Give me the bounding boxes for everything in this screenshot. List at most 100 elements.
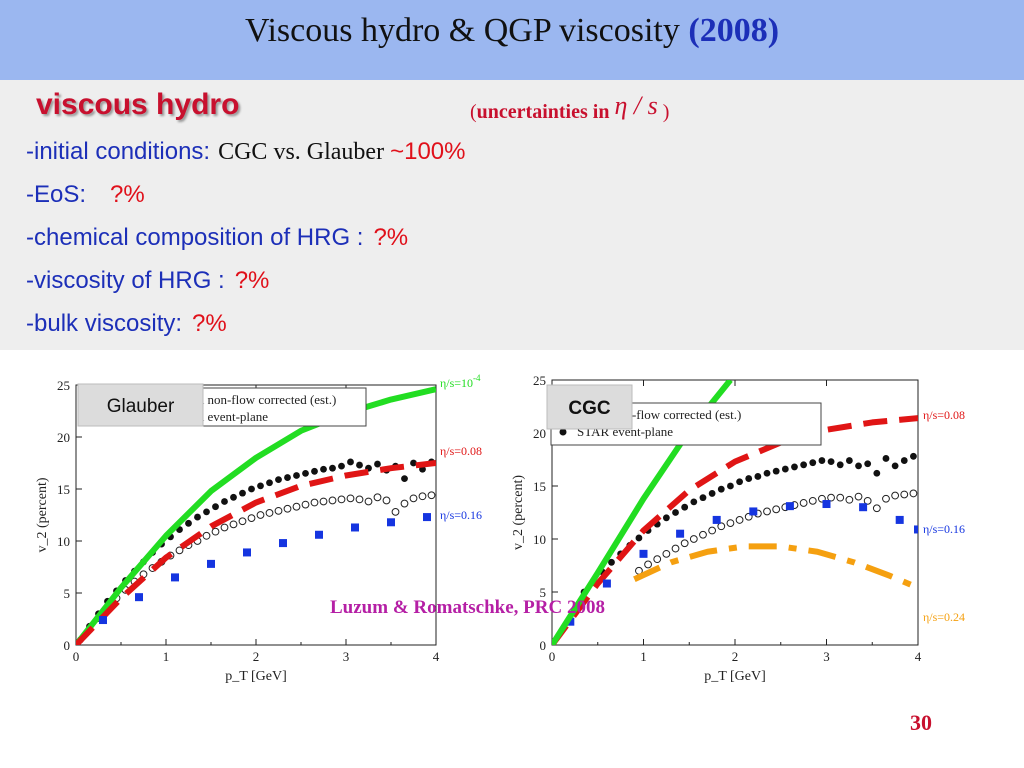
event-plane-point — [836, 461, 844, 469]
y-axis-label: v_2 (percent) — [511, 475, 526, 550]
non-flow-point — [355, 495, 364, 504]
bullet-value: ?% — [110, 181, 145, 208]
non-flow-point — [744, 512, 753, 521]
legend-filled-marker — [559, 428, 567, 436]
non-flow-point — [717, 522, 726, 531]
non-flow-point — [238, 517, 247, 526]
event-plane-point — [635, 534, 643, 542]
event-plane-point — [230, 493, 237, 501]
curve-label: η/s=0.16 — [923, 522, 965, 536]
non-flow-point — [265, 509, 274, 517]
eta-over-s-symbol: η / s — [614, 91, 658, 120]
non-flow-point — [699, 530, 707, 539]
non-flow-point — [211, 527, 220, 536]
curve-label: η/s=0.08 — [923, 408, 965, 422]
event-plane-point — [185, 519, 192, 527]
non-flow-point — [909, 489, 918, 498]
non-flow-point — [247, 514, 256, 523]
viscosity-curve-square — [99, 616, 107, 625]
bullet-label: -bulk viscosity: — [26, 310, 183, 337]
non-flow-point — [400, 499, 409, 508]
viscosity-curve-square — [279, 539, 287, 548]
viscosity-curve-square — [712, 515, 721, 524]
viscosity-curve-square — [602, 579, 611, 588]
x-tick-label: 4 — [433, 649, 440, 664]
curve-label: η/s=0.24 — [923, 610, 965, 624]
event-plane-point — [329, 464, 336, 472]
non-flow-point — [337, 495, 346, 504]
event-plane-point — [717, 485, 725, 493]
scheme-tag-box — [77, 383, 204, 427]
glauber-plot: 0 1 2 3 4 0 5 10 15 20 25 p_T [GeV] v_2 (percent) η/s… — [35, 373, 482, 684]
x-tick-label: 2 — [732, 649, 739, 664]
event-plane-point — [401, 475, 408, 482]
non-flow-point — [644, 560, 652, 569]
non-flow-point — [175, 546, 184, 555]
viscosity-curve-square — [895, 515, 904, 524]
y-tick-label: 25 — [57, 378, 70, 393]
y-tick-label: 15 — [57, 482, 70, 497]
non-flow-point — [772, 505, 781, 514]
event-plane-point — [672, 509, 679, 516]
non-flow-point — [882, 494, 890, 503]
x-axis-label: p_T [GeV] — [225, 669, 287, 684]
non-flow-point — [229, 520, 238, 529]
event-plane-point — [882, 455, 890, 462]
non-flow-point — [735, 516, 744, 524]
non-flow-point — [845, 495, 854, 504]
bullet-bulk-viscosity: -bulk viscosity:?% — [26, 310, 227, 338]
y-tick-label: 20 — [57, 430, 70, 445]
event-plane-point — [699, 494, 707, 502]
page-number: 30 — [910, 710, 932, 735]
bullet-viscosity-hrg: -viscosity of HRG :?% — [26, 267, 269, 295]
bullet-label: -initial conditions: — [26, 138, 211, 165]
plot-frame — [75, 384, 437, 646]
non-flow-point — [220, 523, 229, 532]
event-plane-point — [818, 457, 826, 464]
viscosity-curve — [76, 386, 436, 645]
non-flow-point — [382, 496, 391, 505]
x-tick-label: 0 — [549, 649, 556, 664]
x-tick-label: 4 — [915, 649, 922, 664]
event-plane-point — [194, 513, 201, 521]
x-tick-label: 0 — [73, 649, 80, 664]
non-flow-point — [653, 555, 662, 564]
non-flow-point — [689, 535, 698, 543]
event-plane-point — [873, 469, 881, 477]
viscosity-curve-square — [859, 503, 868, 512]
non-flow-point — [319, 497, 328, 506]
plot-area — [76, 386, 436, 645]
non-flow-point — [202, 531, 211, 540]
bullet-value: ~100% — [390, 138, 466, 165]
non-flow-point — [726, 519, 735, 528]
viscosity-curve-square — [387, 518, 395, 527]
event-plane-point — [239, 489, 246, 497]
non-flow-point — [671, 544, 680, 553]
event-plane-point — [745, 475, 753, 482]
event-plane-point — [763, 469, 771, 477]
y-tick-label: 25 — [533, 375, 546, 388]
viscosity-curve-square — [749, 507, 758, 516]
event-plane-point — [257, 482, 264, 490]
viscosity-curve-square — [785, 502, 794, 511]
y-tick-label: 5 — [64, 586, 71, 601]
event-plane-point — [275, 476, 282, 484]
non-flow-point — [662, 549, 671, 558]
bullet-label: -EoS: — [26, 181, 87, 208]
y-axis-label: v_2 (percent) — [35, 477, 50, 552]
event-plane-point — [212, 503, 219, 511]
event-plane-point — [374, 460, 381, 468]
viscosity-curve-square — [423, 513, 431, 522]
event-plane-point — [356, 461, 363, 469]
text-panel — [0, 80, 1024, 350]
non-flow-point — [328, 496, 337, 505]
x-tick-label: 3 — [823, 649, 830, 664]
non-flow-point — [274, 506, 283, 515]
event-plane-point — [891, 462, 899, 470]
non-flow-point — [427, 491, 436, 500]
non-flow-point — [808, 496, 817, 505]
event-plane-point — [781, 465, 789, 473]
x-tick-label: 1 — [163, 649, 170, 664]
event-plane-point — [754, 473, 762, 480]
non-flow-point — [854, 492, 863, 501]
